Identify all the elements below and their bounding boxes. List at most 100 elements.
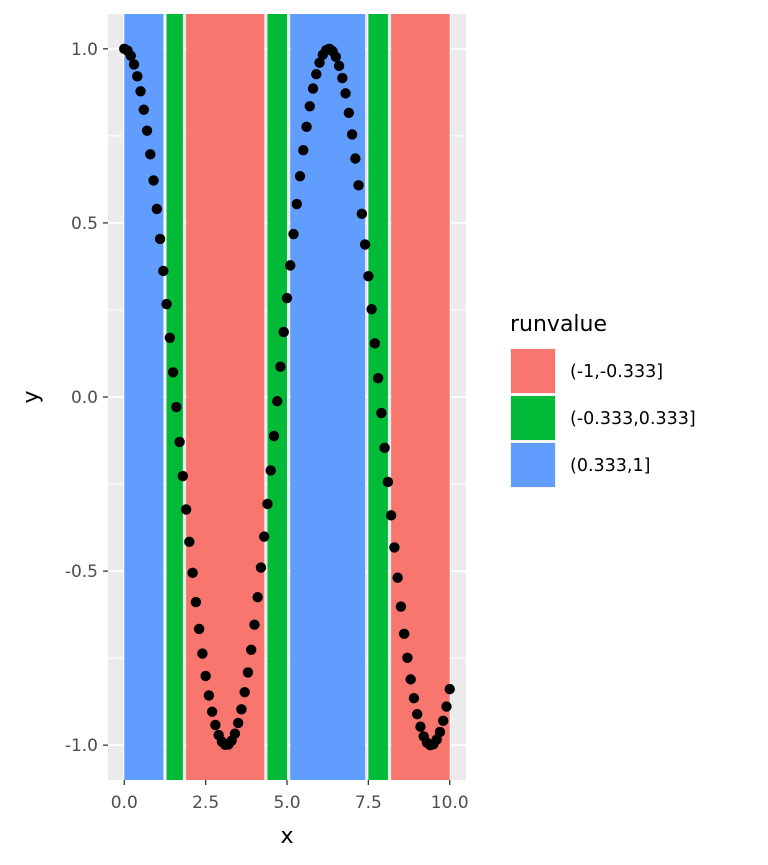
data-point (389, 542, 400, 553)
data-point (135, 86, 146, 97)
band (290, 14, 366, 780)
data-point (363, 270, 374, 282)
legend-label: (-1,-0.333] (570, 362, 663, 382)
legend-label: (0.333,1] (570, 456, 650, 476)
data-point (203, 690, 215, 701)
band (186, 14, 265, 780)
data-point (246, 644, 257, 655)
data-point (262, 498, 273, 510)
data-point (444, 683, 455, 695)
axis-layer: 0.0 2.5 5.0 7.5 10.0 1.0 0.5 0.0 -0.5 -1.0 (65, 40, 469, 813)
points-layer (119, 43, 455, 751)
data-point (379, 442, 390, 454)
x-axis-title: x (280, 824, 293, 849)
data-point (125, 50, 136, 61)
data-point (265, 465, 276, 476)
data-point (340, 88, 351, 99)
data-point (402, 652, 413, 663)
data-point (285, 260, 296, 271)
legend: (-1,-0.333] (-0.333,0.333] (0.333,1] (510, 348, 696, 488)
data-point (298, 144, 309, 156)
data-point (249, 619, 260, 630)
data-point (187, 567, 198, 579)
legend-swatch (511, 396, 555, 440)
data-point (239, 687, 250, 698)
data-point (369, 338, 381, 349)
data-point (408, 692, 420, 704)
data-point (184, 536, 195, 548)
y-tick-label: -0.5 (65, 562, 98, 582)
data-point (158, 265, 169, 277)
data-point (242, 667, 254, 678)
data-point (343, 107, 355, 119)
data-point (229, 728, 241, 739)
data-point (171, 401, 182, 413)
data-point (356, 208, 368, 220)
data-point (128, 59, 140, 70)
data-point (164, 332, 176, 344)
data-point (268, 430, 280, 442)
data-point (301, 121, 312, 133)
data-point (180, 504, 192, 515)
x-tick-label: 2.5 (192, 793, 219, 813)
data-point (441, 701, 452, 712)
data-point (141, 125, 153, 136)
data-point (398, 628, 410, 639)
data-point (275, 361, 286, 372)
x-tick-label: 5.0 (273, 793, 300, 813)
data-point (372, 372, 384, 384)
legend-title: runvalue (510, 312, 607, 337)
data-point (376, 407, 387, 419)
data-point (167, 367, 179, 378)
data-point (291, 198, 302, 210)
data-point (311, 69, 322, 80)
data-point (278, 326, 289, 338)
bands-layer (124, 14, 450, 780)
data-point (304, 101, 315, 112)
legend-label: (-0.333,0.333] (570, 409, 696, 429)
data-point (281, 292, 293, 304)
data-point (174, 436, 185, 448)
data-point (359, 239, 371, 250)
data-point (148, 175, 159, 186)
data-point (337, 72, 348, 84)
data-point (350, 153, 361, 164)
data-point (255, 562, 267, 573)
data-point (161, 298, 172, 310)
legend-swatch (511, 443, 555, 487)
data-point (236, 704, 247, 715)
x-tick-label: 7.5 (355, 793, 382, 813)
data-point (154, 233, 166, 245)
data-point (288, 228, 299, 240)
data-point (138, 104, 149, 115)
data-point (395, 601, 407, 612)
data-point (405, 674, 416, 685)
y-axis-title: y (19, 390, 44, 403)
data-point (272, 395, 283, 407)
data-point (145, 149, 156, 160)
band (368, 14, 388, 780)
data-point (177, 470, 189, 482)
data-point (382, 476, 394, 488)
data-point (200, 670, 211, 682)
data-point (259, 531, 270, 542)
data-point (210, 719, 221, 731)
y-tick-label: 0.0 (71, 388, 98, 408)
data-point (252, 592, 263, 603)
data-point (415, 721, 426, 732)
data-point (151, 203, 163, 215)
data-point (366, 304, 377, 315)
band (166, 14, 183, 780)
data-point (307, 83, 319, 94)
x-tick-label: 10.0 (431, 793, 469, 813)
data-point (206, 706, 218, 717)
data-point (438, 715, 449, 727)
y-tick-label: 1.0 (71, 40, 98, 60)
data-point (346, 129, 358, 140)
data-point (353, 180, 364, 191)
data-point (392, 572, 403, 583)
band (124, 14, 164, 780)
data-point (314, 57, 325, 68)
band (391, 14, 450, 780)
data-point (294, 171, 306, 182)
